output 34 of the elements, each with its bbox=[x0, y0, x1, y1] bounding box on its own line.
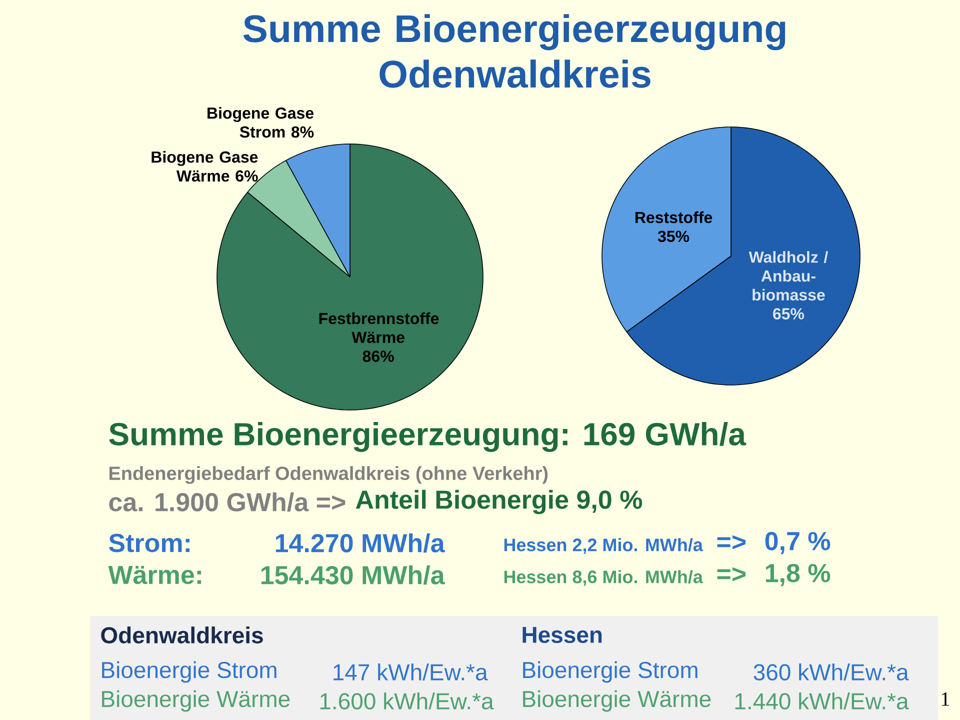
slice-label: Reststoffe bbox=[635, 211, 712, 224]
text: Odenwaldkreis bbox=[101, 626, 263, 644]
text: Summe Bioenergieerzeugung: 169 GWh/a bbox=[109, 422, 746, 452]
text: Hessen 8,6 Mio. MWh/a bbox=[504, 570, 704, 586]
text: Bioenergie Wärme bbox=[102, 690, 290, 712]
text: ca. 1.900 GWh/a => bbox=[109, 492, 346, 512]
slice-label: Festbrennstoffe Wärme bbox=[319, 312, 439, 344]
text: 360 kWh/Ew.*a bbox=[754, 664, 909, 680]
text: 14.270 MWh/a bbox=[276, 533, 445, 553]
text: 147 kWh/Ew.*a bbox=[334, 664, 488, 680]
chart-title: Summe Bioenergieerzeugung Odenwaldkreis bbox=[243, 14, 786, 88]
text: Endenergiebedarf Odenwaldkreis (ohne Verkehr) bbox=[109, 466, 548, 484]
text: => bbox=[717, 535, 746, 550]
slice-label: Waldholz / Anbau-biomasse bbox=[748, 251, 828, 301]
text: 1 bbox=[942, 692, 950, 706]
data-label: 86% bbox=[362, 350, 394, 362]
text: Strom: bbox=[108, 534, 190, 552]
data-label: 8% bbox=[291, 126, 314, 138]
text: Bioenergie Strom bbox=[523, 661, 698, 683]
data-label: 35% bbox=[658, 230, 690, 242]
text: Hessen 2,2 Mio. MWh/a bbox=[504, 538, 704, 554]
text: 0,7 % bbox=[765, 532, 830, 554]
text: 1.440 kWh/Ew.*a bbox=[735, 692, 909, 710]
text: Bioenergie Wärme bbox=[523, 690, 711, 712]
data-label: 65% bbox=[773, 308, 804, 320]
data-label: 6% bbox=[236, 170, 258, 182]
text: 1.600 kWh/Ew.*a bbox=[320, 692, 494, 710]
text: 154.430 MWh/a bbox=[261, 565, 445, 585]
text: Wärme: bbox=[108, 566, 202, 584]
text: Anteil Bioenergie 9,0 % bbox=[356, 490, 642, 514]
text: Bioenergie Strom bbox=[102, 661, 276, 683]
text: => bbox=[717, 567, 746, 582]
text: 1,8 % bbox=[766, 564, 830, 586]
text: Hessen bbox=[522, 626, 602, 644]
